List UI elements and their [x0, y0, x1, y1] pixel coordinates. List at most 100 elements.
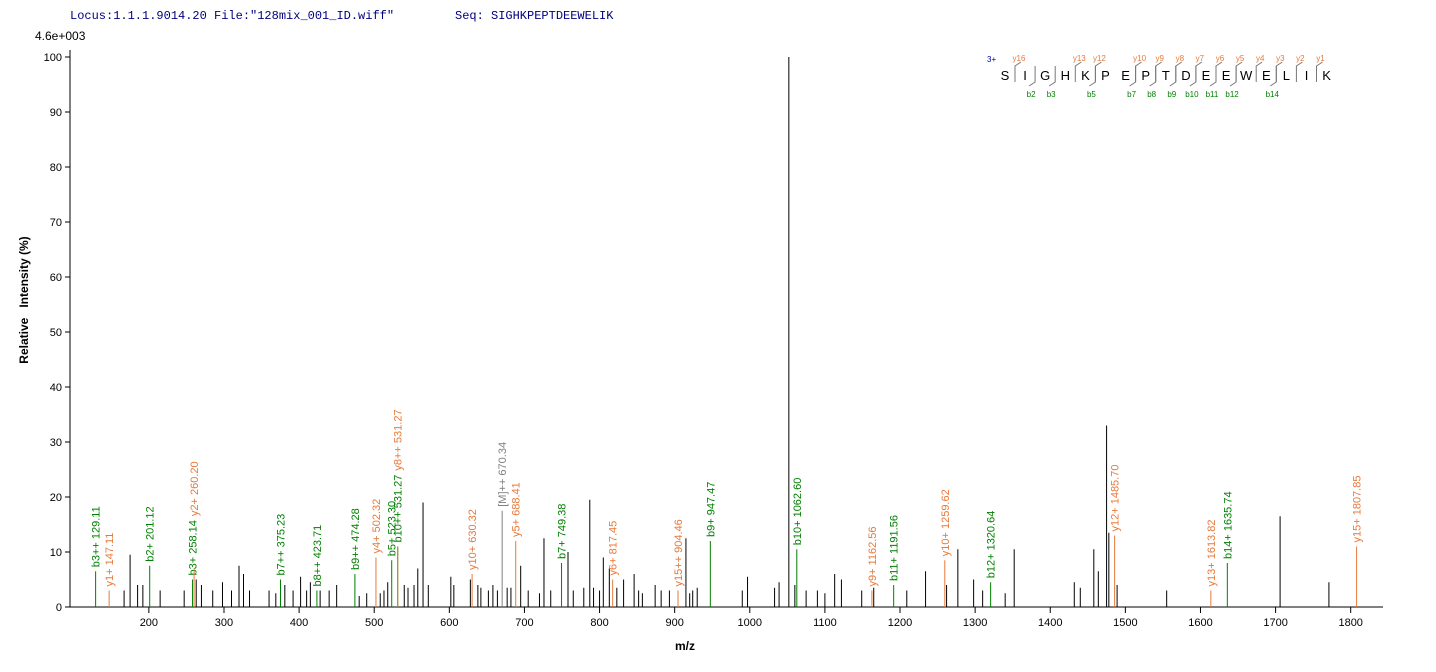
residue: K [1081, 68, 1090, 83]
peak-label: y8++ 531.27 [393, 409, 405, 470]
x-tick-label: 1500 [1113, 617, 1137, 629]
peak-label: b9++ 474.28 [350, 508, 362, 570]
residue: W [1240, 68, 1253, 83]
y-tick-label: 90 [50, 107, 62, 119]
b-ion: b7 [1127, 90, 1136, 99]
peak-label: b2+ 201.12 [145, 506, 157, 561]
peak-label: y10+ 1259.62 [940, 489, 952, 556]
peak-label: b7++ 375.23 [275, 514, 287, 576]
b-ion: b14 [1266, 90, 1280, 99]
locus: Locus:1.1.1.9014.20 File:"128mix_001_ID.… [70, 9, 394, 23]
b-bracket [1229, 66, 1237, 87]
y-ion: y5 [1236, 54, 1245, 63]
y-ion: y16 [1013, 54, 1026, 63]
b-bracket [1028, 66, 1036, 87]
y-tick-label: 60 [50, 272, 62, 284]
b-bracket [1169, 66, 1177, 87]
peak-label: y6+ 817.45 [608, 521, 620, 576]
peak-label: y1+ 147.11 [104, 533, 116, 587]
y-ion: y7 [1196, 54, 1205, 63]
b-ion: b3 [1047, 90, 1056, 99]
b-bracket [1089, 66, 1096, 87]
y-ion: y6 [1216, 54, 1225, 63]
peak-label: y15++ 904.46 [673, 519, 685, 586]
peak-label: [M]++ 670.34 [497, 442, 509, 507]
y-ion: y1 [1316, 54, 1325, 63]
charge: 3+ [987, 55, 996, 64]
peak-label: b11+ 1191.56 [889, 515, 901, 581]
y-tick-label: 30 [50, 437, 62, 449]
y-ion: y8 [1176, 54, 1185, 63]
peak-label: b10+ 1062.60 [792, 478, 804, 546]
residue: E [1222, 68, 1231, 83]
residue: I [1305, 68, 1309, 83]
x-tick-label: 200 [140, 617, 158, 629]
residue: L [1283, 68, 1290, 83]
b-ion: b12 [1225, 90, 1239, 99]
peak-label: y9+ 1162.56 [867, 526, 879, 586]
scale-label: 4.6e+003 [35, 29, 86, 43]
residue: P [1141, 68, 1150, 83]
residue: D [1181, 68, 1190, 83]
sequence: Seq: SIGHKPEPTDEEWELIK [455, 9, 614, 23]
peak-label: b8++ 423.71 [312, 525, 324, 587]
x-tick-label: 900 [665, 617, 683, 629]
x-tick-label: 1000 [738, 617, 762, 629]
x-tick-label: 800 [590, 617, 608, 629]
b-bracket [1209, 66, 1217, 87]
peak-label: b3+ 258.14 [188, 520, 200, 575]
x-tick-label: 1600 [1188, 617, 1212, 629]
x-tick-label: 600 [440, 617, 458, 629]
residue: T [1162, 68, 1170, 83]
y-ion: y13 [1073, 54, 1086, 63]
b-ion: b11 [1206, 90, 1219, 99]
y-ion: y3 [1276, 54, 1285, 63]
b-ion: b5 [1087, 90, 1096, 99]
peak-label: b12+ 1320.64 [986, 511, 998, 579]
y-bracket [1155, 61, 1162, 82]
peak-label: y10+ 630.32 [467, 509, 479, 570]
x-tick-label: 700 [515, 617, 533, 629]
b-bracket [1129, 66, 1137, 87]
x-tick-label: 500 [365, 617, 383, 629]
x-tick-label: 1100 [813, 617, 837, 629]
y-bracket [1074, 61, 1082, 82]
peak-label: y2+ 260.20 [189, 461, 201, 516]
residue: H [1061, 68, 1070, 83]
b-ion: b8 [1147, 90, 1156, 99]
y-ion: y10 [1133, 54, 1146, 63]
residue: E [1121, 68, 1130, 83]
b-ion: b10 [1185, 90, 1199, 99]
y-ion: y4 [1256, 54, 1265, 63]
y-tick-label: 40 [50, 382, 62, 394]
peak-label: y4+ 502.32 [371, 499, 383, 554]
b-ion: b9 [1167, 90, 1176, 99]
y-bracket [1014, 61, 1022, 82]
x-tick-label: 1200 [888, 617, 912, 629]
y-bracket [1255, 61, 1263, 82]
y-ion: y9 [1155, 54, 1164, 63]
residue: E [1262, 68, 1271, 83]
y-tick-label: 20 [50, 492, 62, 504]
x-tick-label: 300 [215, 617, 233, 629]
residue: I [1023, 68, 1027, 83]
peak-label: y5+ 688.41 [511, 482, 523, 537]
peak-label: b9+ 947.47 [705, 482, 717, 537]
x-tick-label: 1800 [1338, 617, 1362, 629]
y-tick-label: 10 [50, 547, 62, 559]
y-tick-label: 70 [50, 217, 62, 229]
peak-label: b5+ 523.30 [387, 501, 399, 556]
b-bracket [1270, 66, 1277, 87]
peak-label: y12+ 1485.70 [1110, 465, 1122, 532]
y-tick-label: 80 [50, 162, 62, 174]
residue: K [1322, 68, 1331, 83]
y-tick-label: 0 [56, 602, 62, 614]
y-ion: y2 [1296, 54, 1305, 63]
peak-label: b14+ 1635.74 [1222, 491, 1234, 559]
b-bracket [1149, 66, 1157, 87]
residue: P [1101, 68, 1110, 83]
peak-label: y15+ 1807.85 [1352, 476, 1364, 543]
x-tick-label: 1300 [963, 617, 987, 629]
y-bracket [1275, 61, 1283, 82]
